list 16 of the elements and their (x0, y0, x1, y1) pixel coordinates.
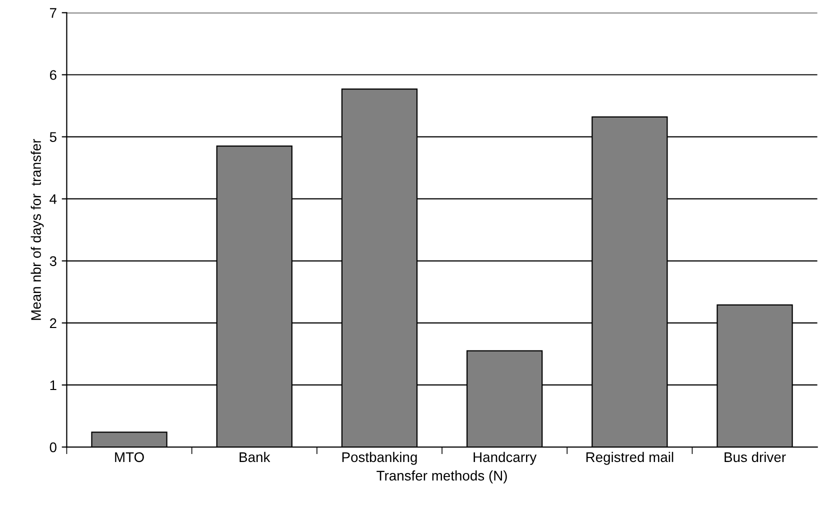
x-tick-label: Postbanking (342, 452, 417, 465)
y-axis-title: Mean nbr of days for transfer (30, 139, 44, 320)
x-tick-label: Bus driver (724, 452, 786, 462)
y-tick-label: 2 (50, 318, 56, 328)
x-tick-label: Registred mail (586, 452, 674, 465)
y-tick-label: 4 (50, 194, 57, 204)
y-tick-label: 7 (50, 8, 56, 18)
y-tick-label: 1 (50, 380, 56, 390)
y-tick-label: 3 (50, 256, 56, 266)
y-tick-label: 0 (50, 442, 56, 452)
x-tick-label: Bank (240, 452, 270, 462)
x-axis-title: Transfer methods (N) (376, 470, 507, 484)
y-tick-label: 5 (50, 132, 56, 142)
x-tick-label: Handcarry (474, 452, 537, 465)
x-tick-label: MTO (115, 452, 144, 462)
y-tick-label: 6 (50, 70, 56, 80)
